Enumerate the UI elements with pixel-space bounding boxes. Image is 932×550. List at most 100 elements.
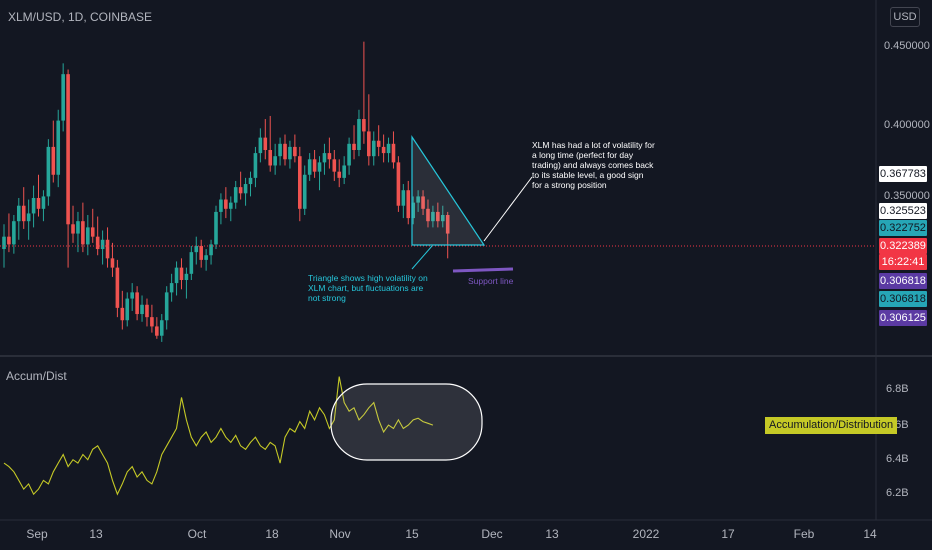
candle-body: [179, 267, 184, 280]
candle-group: [2, 41, 450, 342]
candle-body: [288, 146, 292, 160]
candle-body: [293, 146, 297, 157]
candle-body: [332, 159, 337, 172]
candle-body: [352, 143, 356, 150]
candle-body: [228, 202, 233, 209]
accum-dist-line[interactable]: [3, 376, 434, 496]
annotation-line: a long time (perfect for day: [532, 150, 634, 160]
accum-dist-value-tag: Accumulation/Distribution: [765, 417, 898, 434]
candle-body: [263, 137, 268, 150]
candle-body: [386, 143, 391, 154]
candle-body: [110, 258, 115, 268]
candle-body: [164, 292, 169, 321]
annotation-line: not strong: [308, 293, 346, 303]
candle-body: [283, 143, 287, 160]
countdown-tag: 16:22:41: [879, 254, 927, 270]
candle-body: [258, 137, 263, 154]
accum-dist-highlight-ellipse[interactable]: [330, 383, 483, 461]
time-tick: 13: [545, 527, 559, 541]
candle-body: [41, 196, 46, 209]
candle-body: [100, 239, 105, 250]
candle-body: [61, 74, 65, 121]
candle-body: [209, 244, 213, 256]
candle-body: [140, 304, 144, 315]
support-line-drawing[interactable]: [452, 267, 514, 273]
price-tag: 0.306125: [879, 310, 927, 326]
candle-body: [406, 190, 411, 219]
candle-body: [396, 162, 401, 206]
triangle-callout-line: [411, 245, 433, 270]
time-tick: Sep: [26, 527, 48, 541]
candle-body: [184, 273, 189, 280]
candle-body: [12, 221, 16, 245]
candle-body: [71, 224, 75, 234]
candle-body: [273, 156, 277, 166]
annotation-line: XLM has had a lot of volatility for: [532, 140, 655, 150]
candle-body: [416, 196, 420, 203]
candle-body: [317, 162, 322, 172]
time-tick: Feb: [793, 527, 815, 541]
candle-body: [278, 143, 282, 157]
candle-body: [46, 146, 51, 197]
price-tick: 0.400000: [884, 119, 930, 131]
candle-body: [298, 156, 302, 209]
candle-body: [115, 267, 120, 308]
candle-body: [95, 236, 100, 250]
currency-button[interactable]: USD: [890, 7, 920, 27]
volatility-annotation[interactable]: XLM has had a lot of volatility for a lo…: [532, 140, 707, 190]
annotation-line: to its stable level, a good sign: [532, 170, 644, 180]
candle-body: [391, 143, 396, 163]
candle-body: [371, 140, 376, 157]
candle-body: [268, 150, 273, 166]
candle-body: [214, 211, 218, 245]
candle-body: [253, 153, 258, 178]
candle-body: [426, 208, 430, 222]
time-tick: Oct: [187, 527, 207, 541]
candle-body: [243, 184, 248, 194]
candle-body: [16, 205, 21, 222]
price-tag: 0.325523: [879, 203, 927, 219]
triangle-annotation[interactable]: Triangle shows high volatility on XLM ch…: [308, 273, 458, 303]
candle-body: [199, 245, 203, 260]
candle-body: [36, 197, 41, 209]
time-tick: 14: [863, 527, 877, 541]
time-tick: 17: [721, 527, 735, 541]
candle-body: [51, 146, 56, 175]
candle-body: [431, 211, 435, 222]
price-tag: 0.367783: [879, 166, 927, 182]
candle-body: [302, 174, 307, 209]
time-tick: 18: [265, 527, 279, 541]
candle-body: [21, 205, 26, 222]
candle-body: [7, 236, 11, 245]
indicator-tick: 6.8B: [886, 383, 909, 395]
candle-body: [440, 215, 445, 222]
candle-body: [347, 143, 351, 166]
candle-body: [204, 255, 208, 260]
price-tick: 0.450000: [884, 40, 930, 52]
triangle-drawing[interactable]: [411, 135, 486, 246]
candle-body: [26, 213, 31, 222]
candle-body: [357, 119, 361, 150]
symbol-label[interactable]: XLM/USD, 1D, COINBASE: [8, 10, 153, 24]
time-tick: 2022: [632, 527, 660, 541]
candle-body: [322, 153, 327, 163]
candle-body: [342, 165, 346, 178]
price-tag: 0.322752: [879, 220, 927, 236]
time-tick: Dec: [481, 527, 503, 541]
candle-body: [159, 320, 164, 336]
support-line-label[interactable]: Support line: [468, 276, 514, 286]
candle-body: [56, 120, 61, 175]
candle-body: [189, 252, 194, 274]
candle-body: [445, 215, 450, 234]
candle-body: [362, 119, 366, 132]
indicator-label[interactable]: Accum/Dist: [6, 369, 67, 383]
time-tick: Nov: [329, 527, 351, 541]
candle-body: [105, 239, 110, 259]
annotation-line: for a strong position: [532, 180, 607, 190]
time-tick: 13: [89, 527, 103, 541]
candle-body: [219, 199, 223, 212]
candle-body: [150, 317, 154, 327]
candle-body: [312, 159, 317, 172]
candle-body: [327, 153, 332, 160]
